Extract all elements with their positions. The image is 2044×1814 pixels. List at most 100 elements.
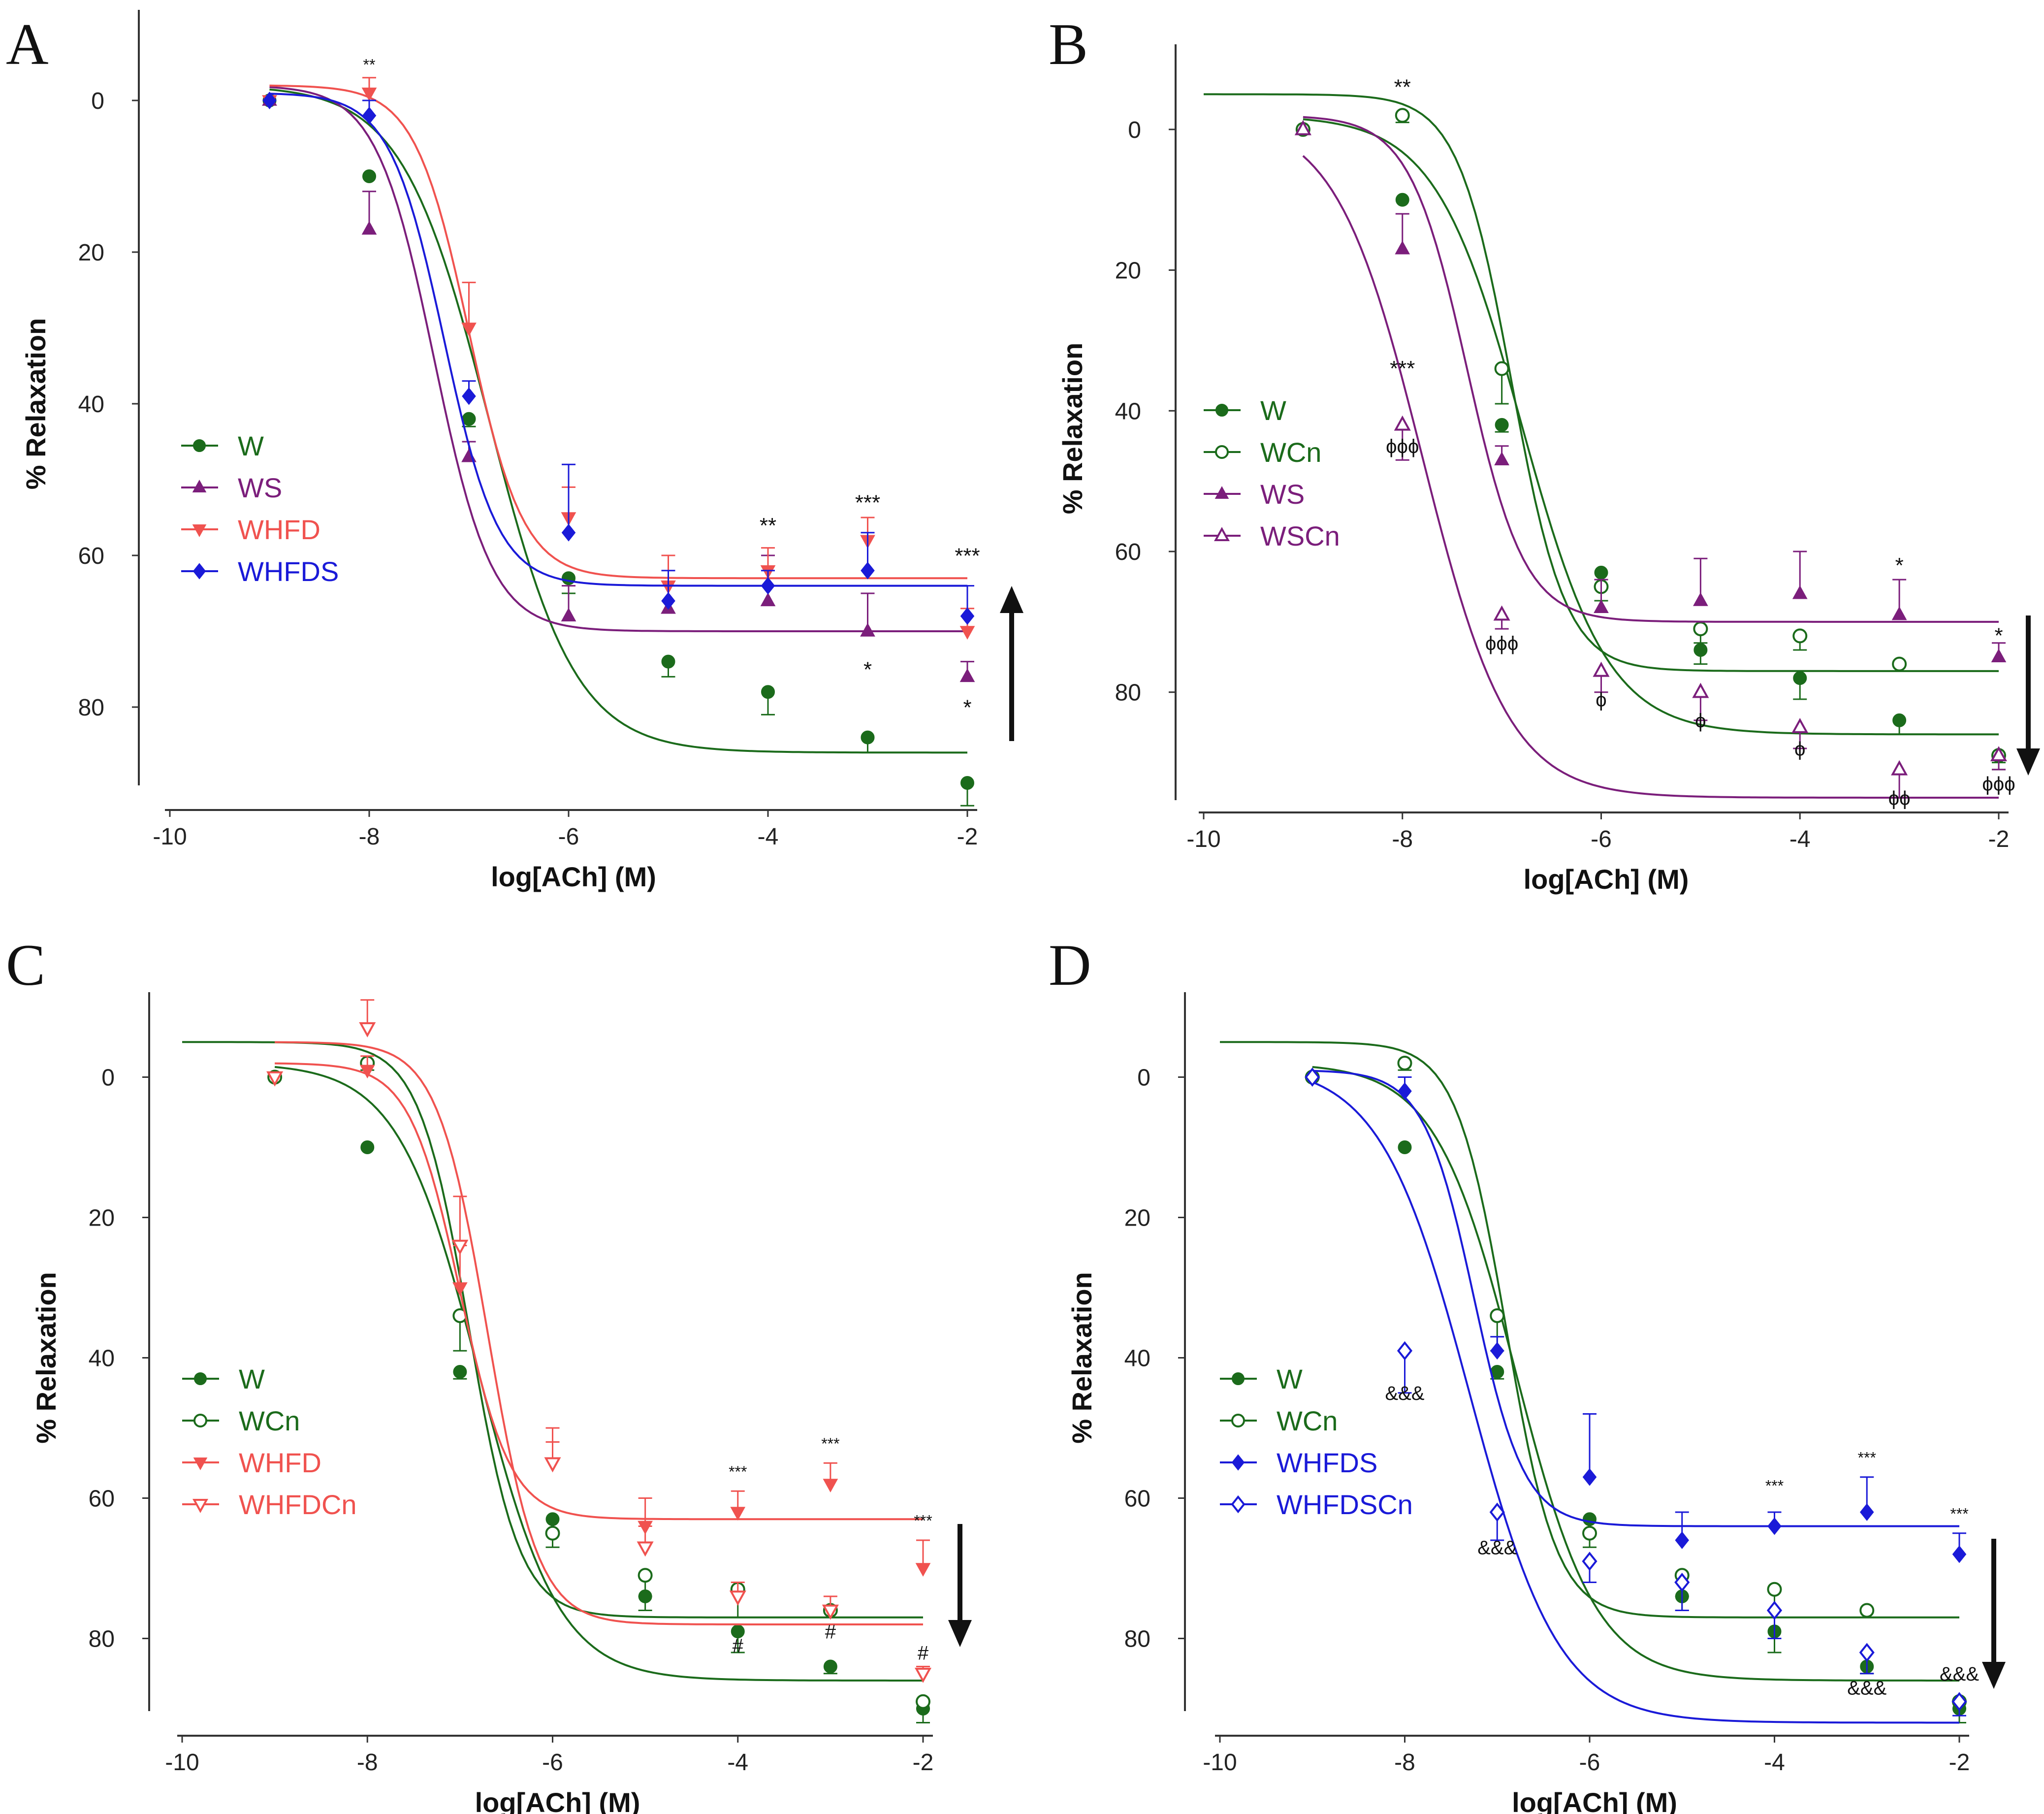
data-point xyxy=(262,92,277,109)
significance-mark: &&& xyxy=(1477,1537,1517,1559)
data-point xyxy=(861,730,875,745)
data-point xyxy=(452,1282,468,1296)
x-axis-label: log[ACh] (M) xyxy=(1524,864,1689,895)
data-point xyxy=(1990,746,2008,762)
data-point xyxy=(1494,452,1509,466)
x-tick-label: -8 xyxy=(357,1749,378,1776)
data-point xyxy=(637,1541,654,1557)
data-point xyxy=(960,776,974,790)
significance-mark: # xyxy=(918,1642,929,1664)
panel-letter: A xyxy=(6,11,49,77)
x-tick-label: -6 xyxy=(542,1749,563,1776)
data-point xyxy=(1395,193,1409,207)
legend-label: WHFD xyxy=(239,1447,321,1478)
significance-mark: *** xyxy=(1390,356,1415,381)
data-point xyxy=(561,608,576,621)
legend-label: W xyxy=(238,430,264,461)
legend-marker xyxy=(193,1414,207,1427)
data-point xyxy=(359,1022,376,1037)
data-point xyxy=(729,1590,746,1606)
data-point xyxy=(1693,643,1708,657)
significance-mark: * xyxy=(963,695,971,719)
x-tick-label: -4 xyxy=(758,824,779,850)
data-point xyxy=(1859,1643,1875,1662)
y-tick-label: 20 xyxy=(1115,258,1141,284)
significance-mark: *** xyxy=(821,1435,839,1453)
y-axis-label: % Relaxation xyxy=(1057,343,1088,515)
fit-curve-ws xyxy=(269,86,967,632)
significance-mark: *** xyxy=(729,1463,747,1481)
arrow-down-icon xyxy=(948,1524,972,1647)
significance-mark: *** xyxy=(955,544,980,568)
significance-mark: *** xyxy=(1765,1477,1784,1494)
y-tick-label: 40 xyxy=(78,391,104,418)
x-tick-label: -10 xyxy=(165,1749,199,1776)
panel-b: B 0 20 40 60 80 -10 -8 -6 -4 -2 log[ACh] (M) % Relax… xyxy=(1049,11,2040,895)
x-tick-label: -4 xyxy=(1789,826,1811,852)
data-point xyxy=(545,1512,560,1526)
data-point xyxy=(1294,120,1311,135)
significance-mark: ϕ xyxy=(1695,710,1706,732)
data-point xyxy=(1305,1068,1320,1087)
legend: W WCn WS WSCn xyxy=(1204,395,1340,551)
legend-marker xyxy=(1231,1495,1246,1514)
data-point xyxy=(461,323,477,337)
data-point xyxy=(1793,671,1807,685)
data-point xyxy=(1490,1308,1505,1323)
data-point xyxy=(914,1668,932,1683)
panel-a: A 0 20 40 60 80 -10 -8 -6 -4 -2 log[ACh] (M) % Relax… xyxy=(6,10,1023,892)
x-tick-label: -4 xyxy=(1764,1749,1785,1776)
y-tick-label: 40 xyxy=(1115,398,1141,424)
legend-marker xyxy=(1232,1372,1245,1385)
significance-mark: ϕϕϕ xyxy=(1982,774,2015,795)
data-point xyxy=(266,1071,284,1087)
legend-marker xyxy=(192,524,207,537)
significance-mark: * xyxy=(1994,624,2003,648)
data-point xyxy=(1593,661,1610,677)
data-point xyxy=(1792,628,1808,644)
series-whfds xyxy=(262,92,975,625)
data-point xyxy=(1398,1082,1412,1100)
y-tick-label: 0 xyxy=(101,1065,115,1091)
fit-curve-w xyxy=(1312,1066,1959,1682)
data-point xyxy=(1892,713,1907,727)
legend-label: WHFD xyxy=(238,514,320,545)
significance-mark: # xyxy=(733,1635,744,1657)
y-axis-label: % Relaxation xyxy=(31,1272,62,1444)
legend-label: W xyxy=(239,1363,265,1394)
data-point xyxy=(1395,240,1410,255)
data-point xyxy=(1394,415,1411,431)
fit-curve-w xyxy=(274,1066,923,1682)
data-point xyxy=(1495,418,1509,432)
data-point xyxy=(823,1659,837,1674)
legend-label: WCn xyxy=(1277,1405,1338,1436)
fit-curve-wcn xyxy=(1204,93,1999,672)
fit-curve-w xyxy=(1303,118,1999,736)
series-whfdscn xyxy=(1305,1068,1967,1724)
x-tick-label: -2 xyxy=(957,824,978,850)
panel-letter: D xyxy=(1049,932,1091,998)
data-point xyxy=(823,1479,838,1493)
legend-marker xyxy=(192,563,206,580)
significance-mark: *** xyxy=(855,491,880,515)
significance-mark: ϕ xyxy=(1794,738,1805,760)
data-point xyxy=(638,1568,653,1583)
significance-mark: * xyxy=(863,657,872,681)
y-tick-label: 20 xyxy=(89,1205,115,1231)
significance-mark: ϕϕϕ xyxy=(1386,436,1419,457)
x-tick-label: -2 xyxy=(1988,826,2010,852)
data-point xyxy=(361,87,377,101)
data-point xyxy=(1582,1525,1597,1541)
data-point xyxy=(1674,1573,1690,1592)
x-tick-label: -10 xyxy=(1186,826,1220,852)
data-point xyxy=(544,1457,561,1473)
data-point xyxy=(1594,565,1608,580)
data-point xyxy=(761,577,775,595)
fit-curve-whfds xyxy=(269,93,967,587)
fit-curve-whfd xyxy=(269,84,967,580)
legend-marker xyxy=(192,480,207,492)
arrow-head xyxy=(2016,748,2040,776)
y-tick-label: 20 xyxy=(1124,1205,1150,1231)
fit-curve-wcn xyxy=(1220,1041,1959,1619)
